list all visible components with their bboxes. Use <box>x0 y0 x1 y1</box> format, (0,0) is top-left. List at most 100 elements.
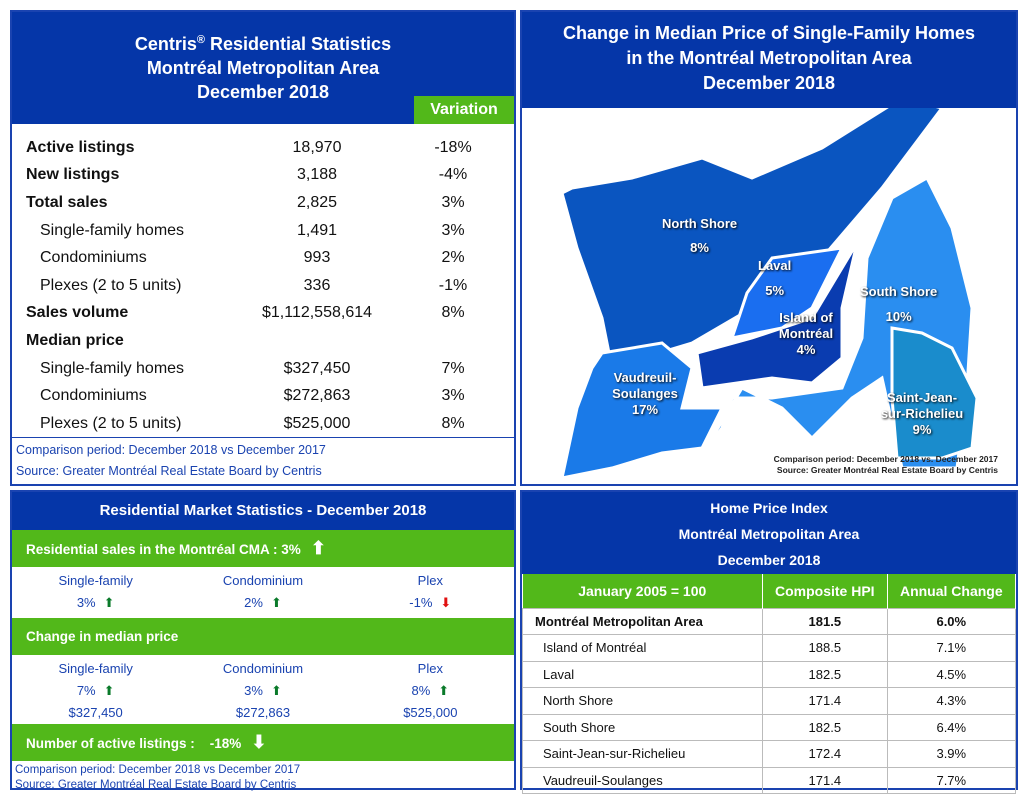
row-value: $327,450 <box>283 359 351 377</box>
table-row: Vaudreuil-Soulanges 171.4 7.7% <box>522 766 1017 794</box>
region-value: 4% <box>796 342 816 357</box>
category-label: Plex <box>417 573 443 588</box>
table-row: Condominiums $272,863 3% <box>12 382 514 410</box>
median-price: $327,450 <box>68 705 123 720</box>
row-variation: 3% <box>441 221 465 239</box>
row-label: Single-family homes <box>40 359 185 377</box>
source: Source: Greater Montréal Real Estate Boa… <box>16 464 322 478</box>
row-label: Single-family homes <box>40 221 185 239</box>
title: Change in Median Price of Single-Family … <box>562 23 976 43</box>
arrow-up-icon: ⬆ <box>103 683 115 698</box>
area-name: Laval <box>522 660 763 688</box>
composite-hpi: 182.5 <box>762 713 888 741</box>
arrow-up-icon: ⬆ <box>438 683 450 698</box>
table-row: Montréal Metropolitan Area 181.5 6.0% <box>522 607 1017 635</box>
label-saint-jean-sur-richelieu: Saint-Jean-sur-Richelieu 9% <box>876 390 968 438</box>
value-cell: 8% ⬆ <box>347 680 514 702</box>
title: Home Price Index <box>710 500 828 516</box>
sales-bar: Residential sales in the Montréal CMA : … <box>12 530 514 567</box>
subtitle: in the Montréal Metropolitan Area <box>626 48 912 68</box>
area-name: Island of Montréal <box>522 634 763 662</box>
value-cell: 3% ⬆ <box>179 680 346 702</box>
median-values: 7% ⬆ 3% ⬆ 8% ⬆ <box>12 680 514 702</box>
sales-label: Residential sales in the Montréal CMA : … <box>26 542 301 557</box>
area-name: North Shore <box>522 687 763 715</box>
category-label: Single-family <box>58 661 133 676</box>
source: Source: Greater Montréal Real Estate Boa… <box>776 465 998 475</box>
median-price: $525,000 <box>403 705 458 720</box>
row-variation: -18% <box>434 138 472 156</box>
percent-value: 3% <box>76 595 96 610</box>
area-name: South Shore <box>522 713 763 741</box>
row-value: 993 <box>303 249 331 267</box>
percent-value: -1% <box>409 595 433 610</box>
row-value: $525,000 <box>283 414 351 432</box>
annual-change: 6.0% <box>886 607 1017 635</box>
region-value: 10% <box>885 309 912 324</box>
table-row: Saint-Jean-sur-Richelieu 172.4 3.9% <box>522 740 1017 768</box>
arrow-up-icon: ⬆ <box>310 538 326 558</box>
median-price: $272,863 <box>235 705 291 720</box>
region-map <box>560 108 979 480</box>
home-price-index-panel: Home Price Index Montréal Metropolitan A… <box>520 490 1018 794</box>
label-laval: Laval 5% <box>758 258 791 299</box>
region-name: North Shore <box>662 216 738 231</box>
row-value: $1,112,558,614 <box>261 304 373 322</box>
table-row: Laval 182.5 4.5% <box>522 660 1017 688</box>
label-south-shore: South Shore 10% <box>860 284 937 325</box>
column-header: Composite HPI <box>762 574 888 608</box>
table-row: Sales volume $1,112,558,614 8% <box>12 300 514 328</box>
subtitle: Montréal Metropolitan Area <box>146 58 380 78</box>
row-value: 3,188 <box>296 166 338 184</box>
column-header: Annual Change <box>887 574 1017 608</box>
label-north-shore: North Shore 8% <box>662 216 737 256</box>
row-value: 336 <box>303 276 331 294</box>
arrow-up-icon: ⬆ <box>270 595 282 610</box>
period: December 2018 <box>702 73 836 93</box>
annual-change: 7.7% <box>886 766 1017 794</box>
table-row: Plexes (2 to 5 units) $525,000 8% <box>12 410 514 438</box>
subtitle: Montréal Metropolitan Area <box>678 526 860 542</box>
region-island-of-montreal <box>695 242 859 390</box>
footnote: Comparison period: December 2018 vs Dece… <box>12 437 514 484</box>
table-row: Condominiums 993 2% <box>12 244 514 272</box>
row-variation: 2% <box>441 249 465 267</box>
comparison-period: Comparison period: December 2018 vs Dece… <box>15 764 301 776</box>
annual-change: 6.4% <box>886 713 1017 741</box>
row-value: $272,863 <box>283 387 351 405</box>
centris-statistics-panel: Centris® Residential Statistics Montréal… <box>10 10 516 486</box>
percent-value: 2% <box>244 595 263 610</box>
panel-header: Home Price Index Montréal Metropolitan A… <box>522 492 1016 574</box>
annual-change: 7.1% <box>886 634 1017 662</box>
category-label: Condominium <box>222 661 304 676</box>
row-variation <box>392 327 514 355</box>
row-label: Plexes (2 to 5 units) <box>40 414 182 432</box>
hpi-table: January 2005 = 100 Composite HPI Annual … <box>522 574 1017 794</box>
region-value: 8% <box>690 240 709 255</box>
category-label: Single-family <box>58 573 133 588</box>
percent-value: 3% <box>244 683 263 698</box>
percent-value: 7% <box>76 683 96 698</box>
table-row: Active listings 18,970 -18% <box>12 134 514 162</box>
region-value: 9% <box>912 422 932 437</box>
listings-label: Number of active listings : -18% <box>26 736 242 751</box>
value-cell: 3% ⬆ <box>12 592 179 614</box>
percent-value: 8% <box>411 683 431 698</box>
region-name: Saint-Jean-sur-Richelieu <box>880 390 964 421</box>
category-label: Condominium <box>222 573 304 588</box>
comparison-period: Comparison period: December 2018 vs. Dec… <box>773 454 998 464</box>
composite-hpi: 181.5 <box>762 607 888 635</box>
panel-header: Centris® Residential Statistics Montréal… <box>12 12 514 124</box>
arrow-up-icon: ⬆ <box>270 683 282 698</box>
row-label: Total sales <box>26 193 108 211</box>
composite-hpi: 188.5 <box>762 634 888 662</box>
composite-hpi: 171.4 <box>762 766 888 794</box>
median-categories: Single-family Condominium Plex <box>12 655 514 680</box>
row-label: Active listings <box>26 138 135 156</box>
composite-hpi: 171.4 <box>762 687 888 715</box>
row-variation: 8% <box>441 304 465 322</box>
region-name: Vaudreuil-Soulanges <box>612 370 678 401</box>
row-label: Median price <box>26 331 124 349</box>
value-cell: 7% ⬆ <box>12 680 179 702</box>
arrow-down-icon: ⬇ <box>251 732 267 752</box>
